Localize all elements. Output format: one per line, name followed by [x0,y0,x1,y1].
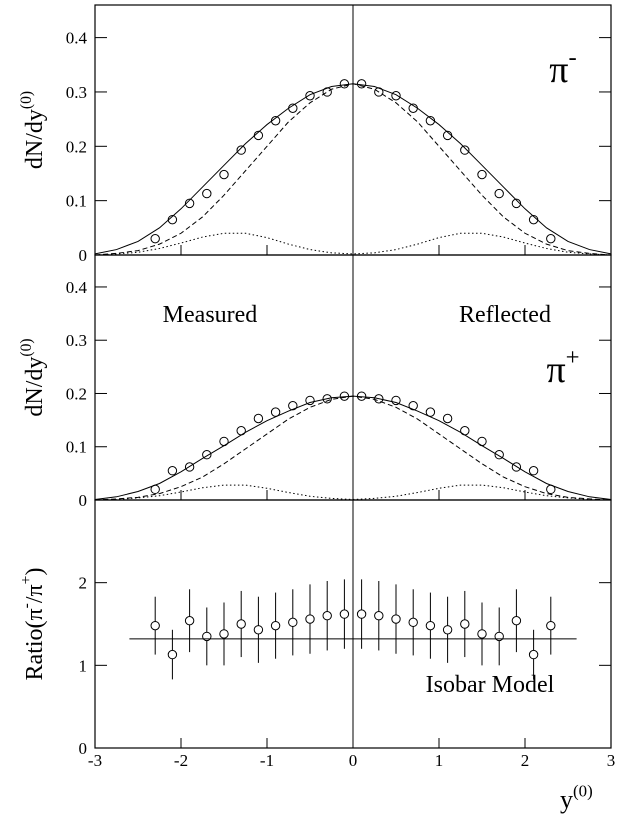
x-tick-label: 1 [435,751,444,770]
data-point [511,198,522,209]
data-point [305,91,315,101]
data-point [356,609,367,619]
x-axis-label: y(0) [560,781,593,814]
data-point [288,401,298,411]
data-point [322,611,332,621]
x-tick-label: 0 [349,751,358,770]
text-part: π [546,349,565,391]
annotation: π+ [546,344,579,391]
superscript: + [18,575,35,584]
superscript: (0) [18,338,35,356]
data-point [528,649,539,660]
curve [94,395,612,501]
data-point [270,620,281,631]
y-tick-label: 0 [79,739,88,758]
y-tick-label: 0.2 [66,137,87,156]
data-point [408,401,418,411]
y-tick-label: 0.3 [66,83,87,102]
y-tick-label: 0.1 [66,438,87,457]
curve [94,83,612,256]
data-point [167,649,178,660]
data-point [425,620,436,631]
text-part: ) [22,568,48,576]
x-tick-label: -3 [88,751,102,770]
data-point [460,619,470,629]
text-part: /π [22,584,48,603]
data-point [494,188,504,199]
data-point [528,466,539,476]
data-point [219,629,229,639]
x-tick-label: -1 [260,751,274,770]
superscript: + [566,344,580,371]
x-tick-label: -2 [174,751,188,770]
y-axis-label: dN/dy(0) [18,338,48,416]
annotation: Measured [163,302,258,328]
data-point [374,611,384,621]
data-point [477,629,487,639]
text-part: Ratio(π [22,608,48,680]
y-tick-label: 0.4 [66,278,88,297]
text-part: y [560,785,573,814]
data-point [546,620,556,631]
data-point [408,617,418,628]
data-point [219,169,229,180]
y-tick-label: 2 [79,574,88,593]
annotation: π- [549,44,576,91]
data-point [477,169,487,180]
superscript: - [18,603,35,608]
data-point [356,79,367,89]
data-point [546,233,556,244]
data-point [150,620,160,631]
data-point [167,466,178,476]
data-point [184,615,195,626]
y-tick-label: 0.3 [66,331,87,350]
y-axis-label: dN/dy(0) [18,91,48,169]
text-part: π [549,49,568,91]
data-point [442,413,453,424]
data-point [253,625,264,635]
data-point [236,145,246,155]
y-tick-label: 0 [79,246,88,265]
y-tick-label: 0.4 [66,29,88,48]
data-point [202,188,212,199]
x-tick-label: 3 [607,751,616,770]
y-axis-label: Ratio(π-/π+) [18,568,48,681]
x-tick-label: 2 [521,751,530,770]
y-tick-label: 0.2 [66,384,87,403]
text-part: dN/dy [22,109,48,169]
data-point [288,617,298,628]
y-tick-label: 0.1 [66,192,87,211]
annotation: Reflected [459,302,551,328]
text-part: Reflected [459,302,551,328]
data-point [236,619,246,629]
data-point [253,413,264,424]
y-tick-label: 0 [79,491,88,510]
y-tick-label: 1 [79,656,88,675]
data-point [184,198,195,209]
text-part: dN/dy [22,357,48,417]
text-part: Measured [163,302,258,328]
superscript: (0) [573,781,593,800]
data-point [305,614,315,624]
data-point [339,79,350,89]
data-point [150,233,160,244]
data-point [442,625,453,635]
text-part: Isobar Model [426,672,555,698]
superscript: - [568,44,576,71]
data-point [391,91,401,101]
data-point [391,614,401,624]
data-point [339,609,350,619]
data-point [460,145,470,155]
annotation: Isobar Model [426,672,555,698]
superscript: (0) [18,91,35,109]
data-point [511,615,522,626]
